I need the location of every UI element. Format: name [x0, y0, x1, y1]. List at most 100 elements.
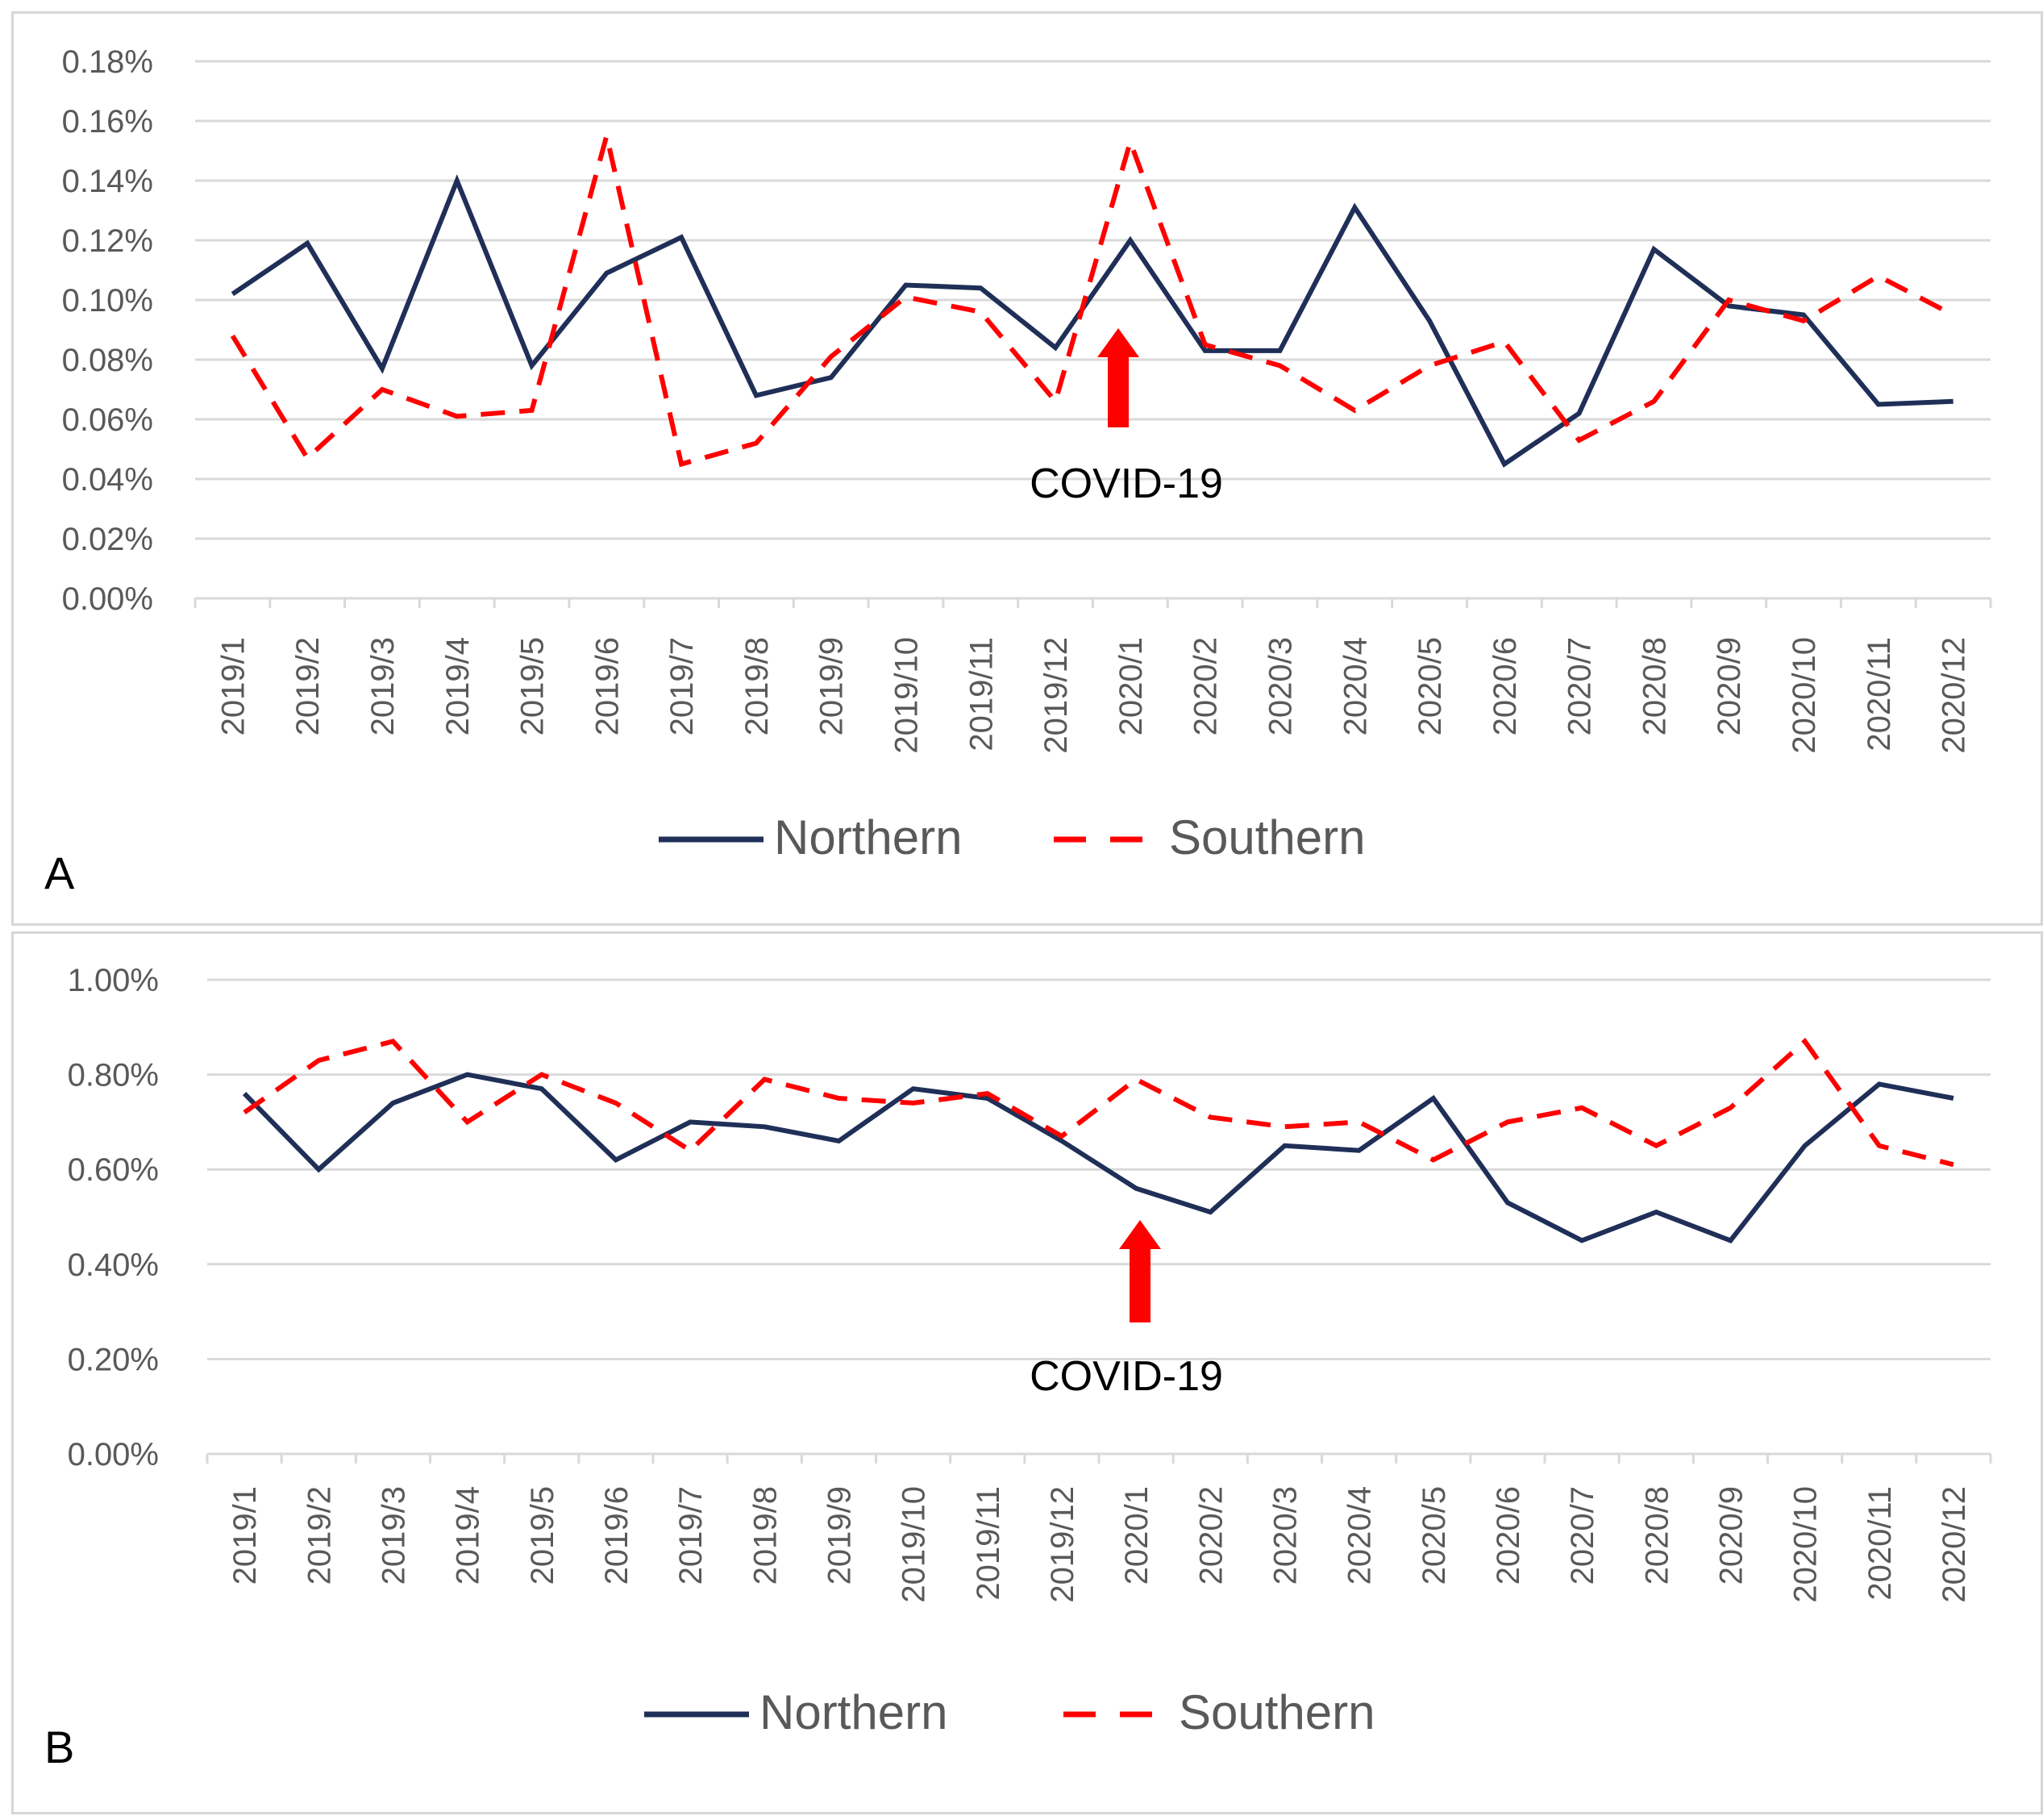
y-tick-label: 0.00%	[62, 581, 153, 617]
y-tick-label: 0.16%	[62, 104, 153, 140]
y-tick-label: 0.20%	[68, 1342, 159, 1377]
x-tick-label: 2020/6	[1491, 1486, 1526, 1585]
y-tick-label: 0.80%	[68, 1058, 159, 1093]
data-point-northern	[242, 1091, 247, 1096]
data-point-southern	[1726, 298, 1731, 302]
data-point-southern	[1654, 1143, 1658, 1148]
panel-label: A	[44, 848, 75, 898]
x-tick-label: 2020/2	[1193, 1486, 1229, 1585]
y-tick-label: 0.12%	[62, 223, 153, 259]
x-tick-label: 2019/12	[1045, 1486, 1080, 1603]
y-tick-label: 0.00%	[68, 1437, 159, 1472]
x-tick-label: 2020/8	[1637, 637, 1672, 735]
data-point-southern	[1577, 438, 1582, 443]
x-tick-label: 2020/3	[1263, 637, 1298, 735]
data-point-northern	[305, 241, 310, 246]
data-point-northern	[836, 1139, 841, 1143]
data-point-southern	[1128, 140, 1133, 144]
data-point-northern	[1577, 411, 1582, 416]
data-point-northern	[530, 363, 535, 368]
data-point-northern	[1654, 1210, 1658, 1214]
x-tick-label: 2019/12	[1038, 637, 1074, 754]
y-tick-label: 0.10%	[62, 283, 153, 319]
legend-label-northern: Northern	[774, 810, 962, 864]
data-point-northern	[1951, 399, 1956, 404]
data-point-southern	[1505, 1119, 1510, 1124]
data-point-southern	[1876, 273, 1881, 278]
data-point-southern	[762, 1077, 767, 1082]
x-tick-label: 2019/9	[822, 1486, 857, 1585]
data-point-southern	[455, 414, 460, 419]
data-point-southern	[1728, 1106, 1733, 1110]
x-tick-label: 2019/5	[525, 1486, 560, 1585]
data-point-southern	[1579, 1106, 1584, 1110]
x-tick-label: 2020/11	[1862, 637, 1897, 752]
data-point-northern	[1801, 313, 1806, 318]
x-tick-label: 2019/5	[515, 637, 551, 735]
data-point-northern	[230, 292, 235, 297]
y-tick-label: 0.14%	[62, 164, 153, 199]
data-point-southern	[1951, 313, 1956, 318]
x-tick-label: 2019/2	[290, 637, 326, 735]
x-tick-label: 2020/12	[1937, 637, 1972, 754]
x-tick-label: 2019/10	[897, 1486, 932, 1603]
x-tick-label: 2019/4	[440, 637, 476, 735]
data-point-southern	[242, 1110, 247, 1115]
covid-arrow-shaft	[1130, 1247, 1150, 1322]
legend-label-southern: Southern	[1179, 1685, 1375, 1739]
x-tick-label: 2020/1	[1119, 1486, 1155, 1585]
data-point-northern	[604, 271, 609, 276]
covid-arrow-head	[1097, 328, 1139, 357]
data-point-southern	[1134, 1077, 1138, 1082]
x-tick-label: 2019/11	[971, 1486, 1006, 1601]
data-point-southern	[1803, 1039, 1808, 1043]
x-tick-label: 2020/12	[1937, 1486, 1972, 1603]
x-tick-label: 2020/7	[1562, 637, 1598, 735]
data-point-southern	[1278, 363, 1283, 368]
y-tick-label: 1.00%	[68, 963, 159, 998]
data-point-northern	[380, 366, 385, 371]
x-tick-label: 2019/9	[814, 637, 850, 735]
data-point-northern	[1203, 348, 1208, 353]
data-point-northern	[911, 1086, 916, 1091]
x-tick-label: 2020/4	[1338, 637, 1373, 735]
data-point-northern	[1208, 1210, 1213, 1214]
data-point-southern	[530, 408, 535, 413]
data-point-southern	[1651, 399, 1656, 404]
x-tick-label: 2019/3	[365, 637, 401, 735]
data-point-southern	[230, 333, 235, 338]
x-tick-label: 2019/8	[739, 637, 775, 735]
data-point-northern	[762, 1124, 767, 1129]
data-point-southern	[978, 310, 983, 314]
y-tick-label: 0.40%	[68, 1247, 159, 1283]
x-tick-label: 2019/7	[664, 637, 700, 735]
data-point-northern	[978, 285, 983, 290]
data-point-northern	[754, 393, 759, 398]
x-tick-label: 2020/11	[1862, 1486, 1898, 1601]
data-point-northern	[1053, 345, 1058, 350]
data-point-northern	[539, 1086, 544, 1091]
legend-label-southern: Southern	[1169, 810, 1366, 864]
data-point-northern	[1951, 1096, 1956, 1101]
data-point-northern	[679, 235, 684, 239]
y-tick-label: 0.08%	[62, 343, 153, 378]
data-point-southern	[829, 354, 834, 359]
data-point-northern	[1282, 1143, 1287, 1148]
data-point-northern	[1505, 1200, 1510, 1205]
data-point-northern	[1352, 205, 1357, 210]
x-tick-label: 2020/10	[1787, 637, 1822, 754]
data-point-southern	[390, 1039, 395, 1043]
data-point-northern	[1502, 462, 1507, 467]
data-point-southern	[679, 462, 684, 467]
data-point-southern	[614, 1101, 618, 1106]
x-tick-label: 2020/1	[1113, 637, 1149, 735]
covid-annotation: COVID-19	[1030, 1353, 1223, 1400]
data-point-southern	[985, 1091, 990, 1096]
x-tick-label: 2020/3	[1267, 1486, 1303, 1585]
chart-b-canvas: 0.00% 0.20% 0.40% 0.60% 0.80% 1.00% 2019/1 2019…	[44, 963, 1992, 1772]
data-point-northern	[1651, 247, 1656, 252]
data-point-northern	[1728, 1238, 1733, 1243]
x-tick-label: 2020/8	[1639, 1486, 1675, 1585]
data-point-southern	[1877, 1143, 1882, 1148]
data-point-northern	[1803, 1143, 1808, 1148]
